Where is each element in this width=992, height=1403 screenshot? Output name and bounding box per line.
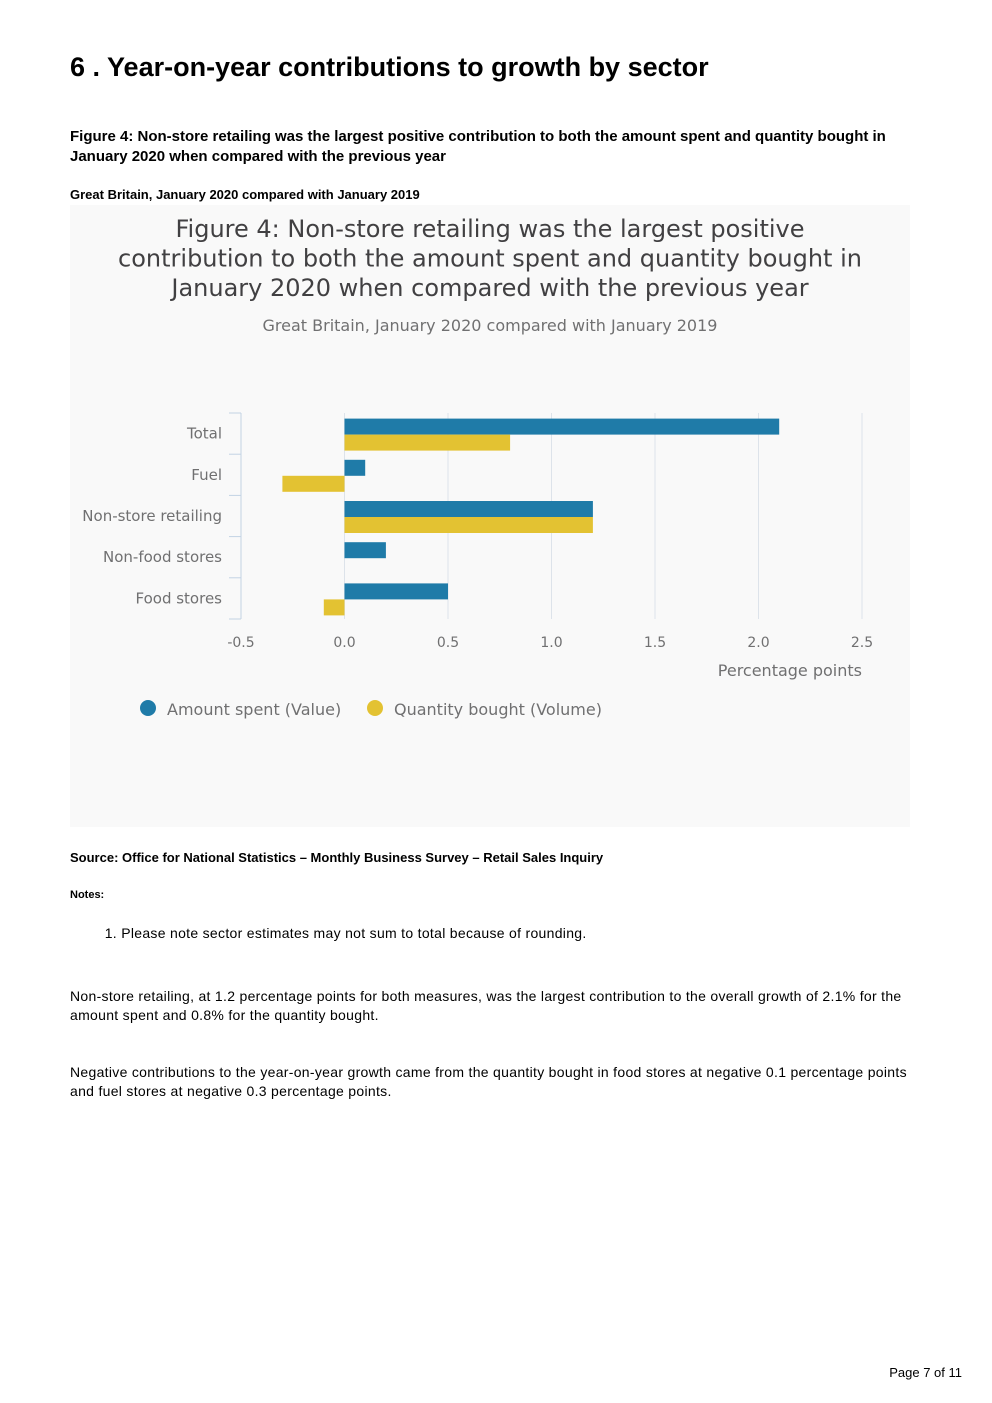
chart-title-line: Figure 4: Non-store retailing was the la…: [175, 215, 804, 243]
y-category-label: Total: [186, 425, 222, 443]
chart-title-line: contribution to both the amount spent an…: [118, 245, 862, 273]
section-heading: 6 . Year-on-year contributions to growth…: [70, 52, 709, 82]
figure-caption: Figure 4: Non-store retailing was the la…: [70, 128, 886, 165]
y-category-label: Fuel: [191, 466, 222, 484]
note-text: Please note sector estimates may not sum…: [121, 925, 587, 941]
note-number: 1.: [104, 925, 117, 941]
x-tick-label: 2.0: [747, 635, 769, 651]
legend-marker: [140, 700, 156, 716]
y-category-label: Non-store retailing: [82, 507, 222, 525]
chart-title-line: January 2020 when compared with the prev…: [169, 274, 808, 302]
x-tick-label: 1.5: [644, 635, 666, 651]
bar-value: [344, 459, 366, 476]
bar-volume: [344, 517, 593, 533]
y-category-label: Food stores: [136, 589, 223, 607]
chart-panel: Figure 4: Non-store retailing was the la…: [70, 205, 910, 827]
x-tick-label: 2.5: [851, 635, 873, 651]
x-tick-label: 0.5: [437, 635, 459, 651]
chart-subtitle: Great Britain, January 2020 compared wit…: [263, 316, 718, 335]
x-axis-label: Percentage points: [718, 661, 862, 680]
body-paragraph: Non-store retailing, at 1.2 percentage p…: [70, 988, 902, 1023]
x-tick-label: -0.5: [227, 635, 254, 651]
body-paragraph: Negative contributions to the year-on-ye…: [70, 1064, 907, 1099]
bar-chart: Figure 4: Non-store retailing was the la…: [82, 215, 873, 719]
note-item: 1. Please note sector estimates may not …: [70, 925, 587, 941]
legend-marker: [367, 700, 383, 716]
bar-value: [344, 418, 780, 435]
notes-list: 1. Please note sector estimates may not …: [70, 925, 587, 941]
bar-value: [344, 501, 593, 517]
bar-volume: [323, 599, 345, 616]
x-tick-label: 1.0: [540, 635, 562, 651]
legend-label: Quantity bought (Volume): [394, 700, 602, 719]
y-category-label: Non-food stores: [103, 548, 222, 566]
legend-label: Amount spent (Value): [167, 700, 341, 719]
notes-label: Notes:: [70, 889, 105, 901]
bar-volume: [344, 434, 511, 451]
x-tick-label: 0.0: [333, 635, 355, 651]
bar-volume: [282, 475, 345, 492]
page-number: Page 7 of 11: [889, 1365, 962, 1380]
bar-value: [344, 542, 386, 559]
figure-subcaption: Great Britain, January 2020 compared wit…: [70, 187, 420, 202]
source-line: Source: Office for National Statistics –…: [70, 850, 604, 865]
bar-value: [344, 583, 448, 600]
